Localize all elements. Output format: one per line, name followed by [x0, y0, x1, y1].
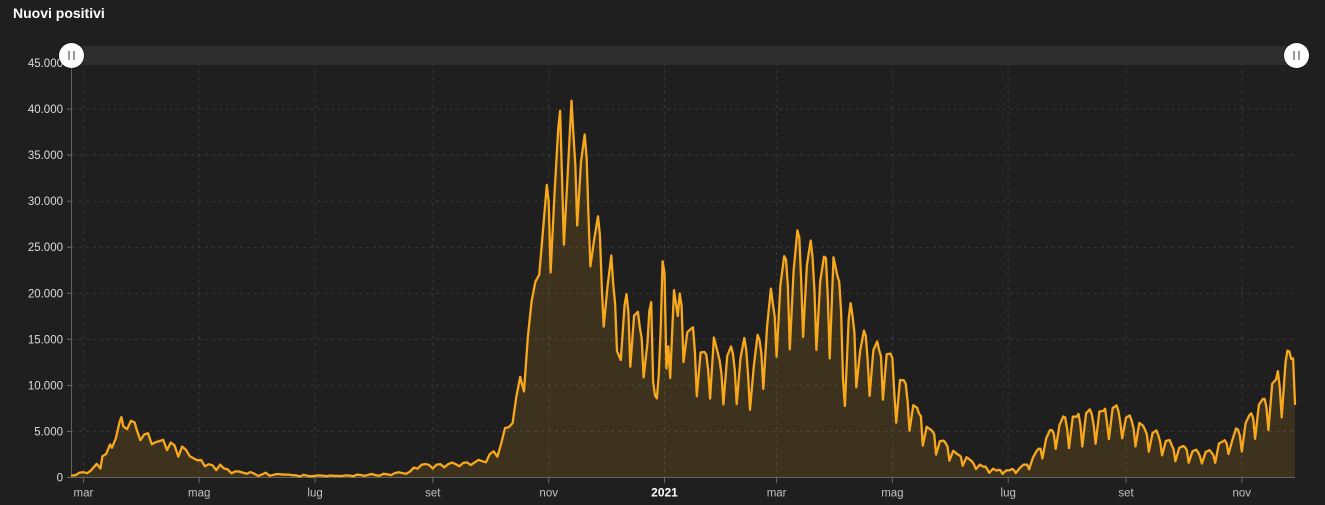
drag-grip-icon	[67, 51, 77, 60]
y-tick-label: 15.000	[28, 334, 63, 346]
x-tick-label: mag	[188, 488, 210, 500]
y-tick-label: 25.000	[28, 242, 63, 254]
x-tick-label: nov	[539, 488, 558, 500]
drag-grip-icon	[1292, 51, 1302, 60]
x-tick-label: 2021	[651, 486, 678, 500]
y-tick-label: 40.000	[28, 104, 63, 116]
x-tick-label: set	[1118, 488, 1134, 500]
y-tick-label: 10.000	[28, 380, 63, 392]
slider-handle-left[interactable]	[59, 43, 84, 68]
y-tick-label: 30.000	[28, 196, 63, 208]
x-tick-label: lug	[307, 488, 322, 500]
x-tick-label: set	[425, 488, 441, 500]
y-tick-label: 35.000	[28, 150, 63, 162]
series-line	[70, 99, 1297, 478]
x-tick-label: mar	[73, 488, 93, 500]
y-tick-label: 5.000	[34, 426, 63, 438]
x-tick-label: mag	[881, 488, 903, 500]
y-tick-label: 20.000	[28, 288, 63, 300]
y-tick-label: 45.000	[28, 58, 63, 70]
time-range-slider-track[interactable]	[62, 46, 1308, 65]
page-title: Nuovi positivi	[13, 5, 105, 21]
series-area-fill	[72, 100, 1295, 478]
x-tick-label: nov	[1233, 488, 1252, 500]
x-tick-label: mar	[767, 488, 787, 500]
x-tick-label: lug	[1001, 488, 1016, 500]
slider-handle-right[interactable]	[1284, 43, 1309, 68]
y-tick-label: 0	[57, 473, 63, 485]
